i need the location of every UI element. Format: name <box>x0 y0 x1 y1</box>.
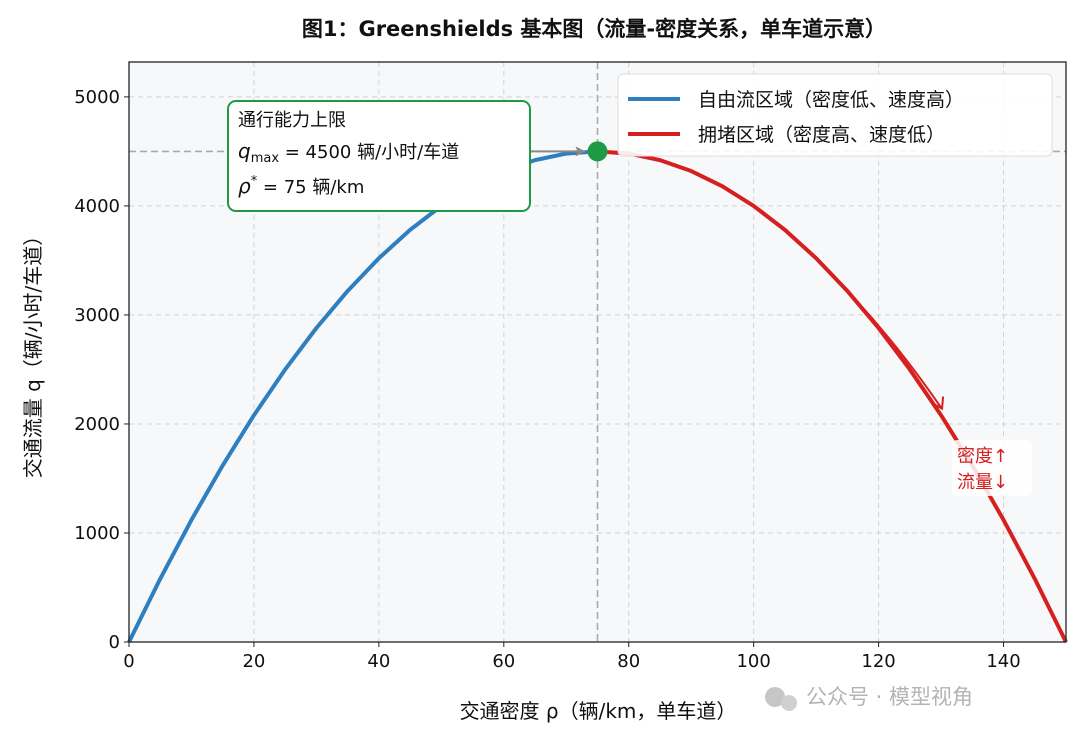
y-tick-label: 4000 <box>74 196 120 217</box>
x-tick-label: 140 <box>986 651 1020 672</box>
y-tick-label: 0 <box>109 632 120 653</box>
chart-title: 图1：Greenshields 基本图（流量-密度关系，单车道示意） <box>302 17 886 41</box>
annotation-arrowhead <box>575 146 586 157</box>
x-tick-label: 100 <box>736 651 770 672</box>
x-tick-label: 20 <box>242 651 265 672</box>
annotations: 通行能力上限 qmax = 4500 辆/小时/车道 ρ* = 75 辆/km 密度↑… <box>227 100 1032 496</box>
y-axis-label: 交通流量 q（辆/小时/车道） <box>21 226 45 479</box>
x-tick-label: 40 <box>367 651 390 672</box>
x-tick-label: 120 <box>861 651 895 672</box>
x-axis-label: 交通密度 ρ（辆/km，单车道） <box>460 699 737 723</box>
congestion-arrow <box>821 265 942 409</box>
capacity-point <box>587 141 608 162</box>
legend-box <box>617 73 1053 157</box>
legend: 自由流区域（密度低、速度高） 拥堵区域（密度高、速度低） <box>617 73 1053 157</box>
ticks: 0 20 40 60 80 100 120 140 0 1000 2000 3000 4000 5000 <box>74 87 1021 672</box>
y-tick-label: 1000 <box>74 523 120 544</box>
y-tick-label: 3000 <box>74 305 120 326</box>
congestion-arrowhead <box>932 396 945 411</box>
annotation-line1: 通行能力上限 <box>238 110 346 131</box>
watermark-text: 公众号 · 模型视角 <box>806 685 973 709</box>
capacity-annotation-box <box>227 100 531 212</box>
congestion-label-box <box>952 440 1032 496</box>
plot-frame <box>128 61 1067 643</box>
x-tick-label: 80 <box>617 651 640 672</box>
wechat-icon <box>765 687 785 707</box>
y-tick-label: 2000 <box>74 414 120 435</box>
congestion-label-line1: 密度↑ <box>957 446 1008 467</box>
legend-entry: 自由流区域（密度低、速度高） <box>698 89 964 111</box>
legend-entry: 拥堵区域（密度高、速度低） <box>698 124 945 146</box>
annotation-line2: qmax = 4500 辆/小时/车道 <box>238 139 459 166</box>
x-tick-label: 0 <box>123 651 134 672</box>
x-tick-label: 60 <box>492 651 515 672</box>
y-tick-label: 5000 <box>74 87 120 108</box>
wechat-icon-bubble <box>781 695 797 711</box>
annotation-line3: ρ* = 75 辆/km <box>238 174 364 198</box>
congestion-label-line2: 流量↓ <box>957 472 1008 493</box>
watermark: 公众号 · 模型视角 <box>765 685 973 711</box>
